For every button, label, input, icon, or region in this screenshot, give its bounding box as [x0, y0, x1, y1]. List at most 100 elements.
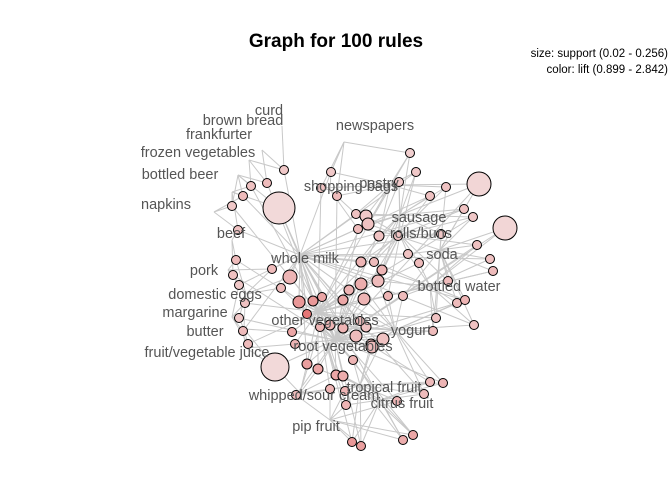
rule-node — [441, 182, 451, 192]
rule-node — [369, 257, 379, 267]
rule-node — [408, 430, 418, 440]
rule-edge — [363, 298, 396, 331]
rule-edge — [399, 186, 447, 216]
rule-node — [349, 329, 363, 343]
rule-edge — [399, 183, 480, 216]
rule-node — [393, 231, 403, 241]
rule-node — [414, 258, 424, 268]
rule-edge — [227, 268, 273, 271]
rule-edge — [345, 399, 381, 406]
rule-node — [260, 352, 290, 382]
rule-node — [472, 240, 482, 250]
rule-edge — [306, 311, 319, 365]
rule-node — [355, 316, 365, 326]
item-label: curd — [255, 103, 283, 119]
rule-edge — [294, 339, 336, 345]
rule-edge — [398, 181, 401, 236]
rule-edge — [399, 214, 474, 218]
item-label: sausage — [392, 210, 447, 226]
item-label: brown bread — [203, 113, 284, 129]
rule-node-layer — [227, 148, 518, 451]
item-label: frankfurter — [186, 127, 252, 143]
rule-edge — [248, 159, 285, 171]
rule-node — [428, 326, 438, 336]
rule-node — [353, 224, 363, 234]
item-label: margarine — [162, 305, 227, 321]
item-label: whole milk — [270, 251, 339, 267]
rule-node — [468, 212, 478, 222]
rule-node — [355, 256, 367, 268]
rule-node — [267, 264, 277, 274]
rule-edge — [334, 195, 338, 341]
rule-node — [312, 363, 324, 375]
rule-edge — [299, 171, 332, 256]
rule-node — [317, 292, 327, 302]
rule-node — [459, 204, 469, 214]
rule-node — [354, 277, 368, 291]
rule-edge — [399, 234, 478, 246]
rule-edge — [387, 295, 396, 331]
rule-node — [228, 270, 238, 280]
rule-node — [371, 274, 385, 288]
rule-node — [234, 313, 244, 323]
rule-node — [262, 191, 296, 225]
item-label: fruit/vegetable juice — [145, 345, 270, 361]
rule-edge — [359, 338, 384, 386]
rule-edge — [394, 329, 444, 384]
rule-node — [469, 320, 479, 330]
rule-edge — [360, 283, 396, 331]
rule-edge — [237, 174, 268, 184]
rule-edge — [299, 254, 475, 326]
rule-node — [398, 291, 408, 301]
item-label: shopping bags — [304, 179, 398, 195]
item-label: newspapers — [336, 118, 414, 134]
rule-edge — [334, 339, 444, 384]
rule-node — [227, 201, 237, 211]
rule-edge — [355, 329, 396, 337]
rule-node — [238, 191, 248, 201]
rule-edge — [317, 311, 437, 319]
rule-edge — [329, 390, 346, 421]
rule-edge — [397, 235, 441, 251]
rule-node — [365, 340, 379, 354]
rule-node — [351, 209, 361, 219]
rule-edge — [329, 400, 398, 421]
rule-edge — [231, 191, 239, 231]
rule-edge — [394, 329, 434, 332]
rule-edge — [317, 311, 361, 322]
rule-node — [488, 266, 498, 276]
rule-edge — [394, 329, 425, 395]
rule-edge — [330, 171, 391, 186]
rule-edge — [343, 141, 411, 154]
rule-edge — [238, 317, 336, 341]
rule-edge — [281, 125, 285, 171]
rule-node — [315, 322, 325, 332]
rule-edge — [235, 259, 247, 295]
rule-node — [233, 225, 243, 235]
rule-edge — [399, 216, 474, 236]
item-label: rolls/buns — [390, 226, 452, 242]
rule-edge — [336, 184, 391, 197]
rule-node — [291, 390, 301, 400]
rule-node — [348, 355, 358, 365]
item-label: yogurt — [391, 323, 431, 339]
rule-edge — [399, 208, 465, 216]
legend-color: color: lift (0.899 - 2.842) — [547, 64, 669, 76]
rule-edge — [360, 234, 401, 263]
rule-node — [324, 319, 336, 331]
rule-node — [373, 230, 385, 242]
rule-edge — [317, 280, 449, 313]
rule-edge — [381, 269, 431, 287]
rule-node — [357, 292, 371, 306]
rule-node — [316, 183, 326, 193]
item-label: pastry — [359, 176, 399, 192]
item-label: napkins — [141, 197, 191, 213]
rule-node — [337, 370, 349, 382]
rule-edge — [429, 285, 434, 332]
rule-edge — [317, 262, 420, 313]
rule-edge — [399, 233, 442, 236]
rule-node — [383, 291, 393, 301]
rule-node — [394, 177, 404, 187]
